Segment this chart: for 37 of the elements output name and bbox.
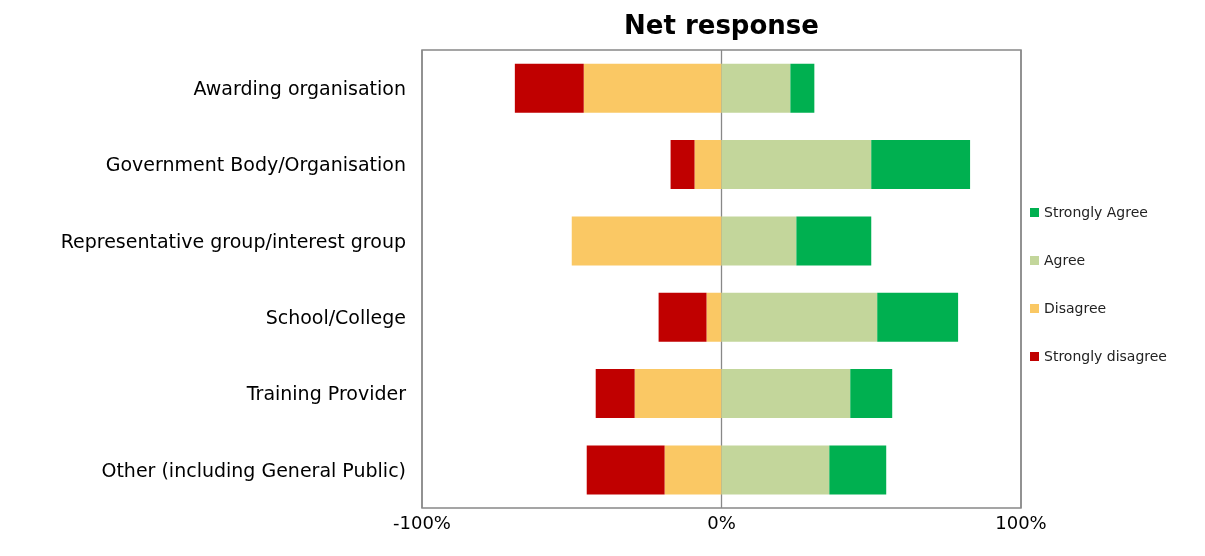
bar bbox=[721, 369, 851, 419]
bar bbox=[634, 369, 722, 419]
x-tick-label: -100% bbox=[393, 511, 451, 533]
chart-title: Net response bbox=[623, 10, 820, 40]
x-tick-label: 0% bbox=[707, 511, 736, 533]
y-tick-label: Training Provider bbox=[245, 382, 407, 405]
bar bbox=[721, 216, 797, 266]
bar bbox=[721, 445, 830, 495]
y-tick-label: Other (including General Public) bbox=[101, 458, 406, 481]
bar bbox=[571, 216, 722, 266]
legend-label: Disagree bbox=[1044, 300, 1107, 316]
bar bbox=[583, 63, 722, 113]
y-tick-label: Government Body/Organisation bbox=[105, 153, 406, 176]
x-tick-label: 100% bbox=[995, 511, 1047, 533]
bar bbox=[514, 63, 584, 113]
bar bbox=[664, 445, 722, 495]
bar bbox=[586, 445, 665, 495]
bar bbox=[850, 369, 893, 419]
bar bbox=[595, 369, 635, 419]
bar bbox=[670, 140, 695, 190]
bar bbox=[721, 63, 791, 113]
bar bbox=[706, 292, 722, 342]
bar bbox=[796, 216, 872, 266]
y-tick-label: School/College bbox=[265, 305, 406, 328]
bar bbox=[658, 292, 707, 342]
legend-label: Strongly disagree bbox=[1044, 348, 1167, 364]
bar bbox=[790, 63, 815, 113]
bar bbox=[694, 140, 722, 190]
legend-label: Strongly Agree bbox=[1044, 204, 1148, 220]
bar bbox=[721, 140, 872, 190]
bar bbox=[877, 292, 959, 342]
bar bbox=[829, 445, 887, 495]
bar bbox=[871, 140, 971, 190]
y-tick-label: Awarding organisation bbox=[193, 76, 406, 99]
bar bbox=[721, 292, 878, 342]
y-tick-label: Representative group/interest group bbox=[60, 229, 406, 252]
legend-label: Agree bbox=[1044, 252, 1086, 268]
